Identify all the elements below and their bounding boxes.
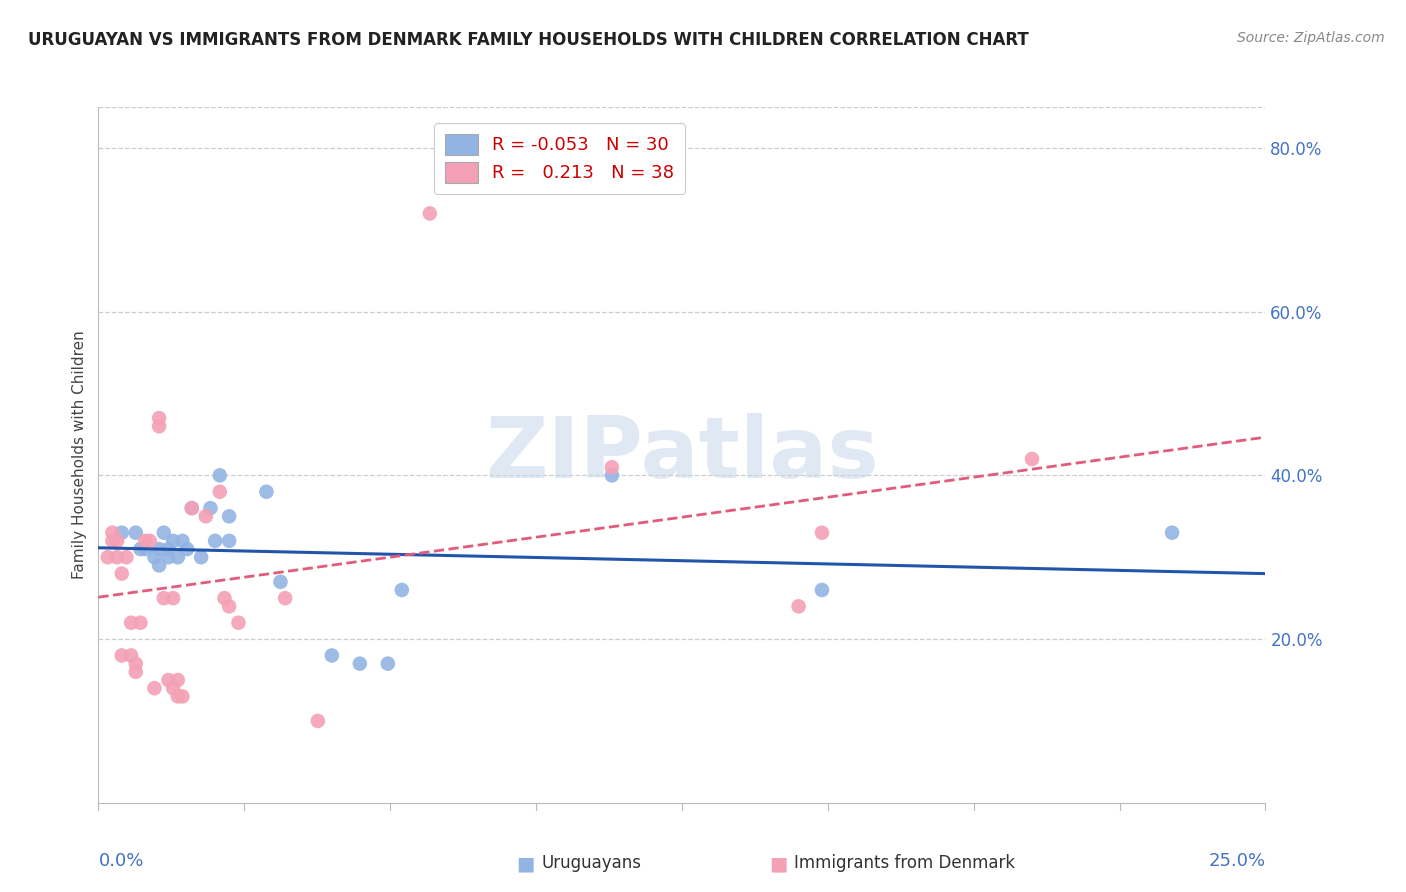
Legend: R = -0.053   N = 30, R =   0.213   N = 38: R = -0.053 N = 30, R = 0.213 N = 38 — [434, 123, 685, 194]
Point — [274, 591, 297, 606]
Point — [180, 501, 202, 516]
Point — [157, 550, 180, 565]
Point — [176, 542, 198, 557]
Point — [204, 533, 226, 548]
Point — [600, 468, 623, 483]
Point — [101, 525, 124, 540]
Point — [143, 550, 166, 565]
Point — [166, 673, 188, 687]
Point — [148, 558, 170, 573]
Point — [194, 509, 217, 524]
Point — [125, 525, 148, 540]
Text: ZIPatlas: ZIPatlas — [485, 413, 879, 497]
Text: 25.0%: 25.0% — [1208, 852, 1265, 870]
Text: Immigrants from Denmark: Immigrants from Denmark — [794, 855, 1015, 872]
Point — [1021, 452, 1043, 467]
Point — [321, 648, 343, 663]
Point — [148, 542, 170, 557]
Point — [148, 419, 170, 434]
Point — [111, 566, 134, 581]
Point — [115, 550, 138, 565]
Point — [120, 615, 142, 630]
Text: ■: ■ — [769, 854, 787, 873]
Point — [307, 714, 329, 728]
Point — [139, 533, 162, 548]
Point — [269, 574, 291, 589]
Point — [218, 509, 240, 524]
Text: URUGUAYAN VS IMMIGRANTS FROM DENMARK FAMILY HOUSEHOLDS WITH CHILDREN CORRELATION: URUGUAYAN VS IMMIGRANTS FROM DENMARK FAM… — [28, 31, 1029, 49]
Point — [120, 648, 142, 663]
Point — [152, 525, 174, 540]
Point — [97, 550, 120, 565]
Text: Uruguayans: Uruguayans — [541, 855, 641, 872]
Point — [134, 533, 156, 548]
Point — [134, 542, 156, 557]
Point — [349, 657, 371, 671]
Point — [125, 665, 148, 679]
Point — [787, 599, 810, 614]
Point — [218, 599, 240, 614]
Point — [419, 206, 441, 220]
Point — [600, 460, 623, 475]
Point — [157, 542, 180, 557]
Text: Source: ZipAtlas.com: Source: ZipAtlas.com — [1237, 31, 1385, 45]
Point — [157, 673, 180, 687]
Point — [391, 582, 413, 597]
Point — [125, 657, 148, 671]
Point — [172, 533, 194, 548]
Point — [218, 533, 240, 548]
Point — [208, 468, 231, 483]
Point — [811, 525, 834, 540]
Point — [200, 501, 222, 516]
Point — [111, 525, 134, 540]
Text: ■: ■ — [516, 854, 534, 873]
Point — [152, 591, 174, 606]
Point — [811, 582, 834, 597]
Point — [129, 542, 152, 557]
Point — [228, 615, 250, 630]
Y-axis label: Family Households with Children: Family Households with Children — [72, 331, 87, 579]
Point — [162, 591, 184, 606]
Point — [111, 648, 134, 663]
Point — [172, 690, 194, 704]
Point — [148, 411, 170, 425]
Text: 0.0%: 0.0% — [98, 852, 143, 870]
Point — [190, 550, 212, 565]
Point — [166, 690, 188, 704]
Point — [162, 533, 184, 548]
Point — [256, 484, 278, 499]
Point — [143, 681, 166, 696]
Point — [162, 681, 184, 696]
Point — [208, 484, 231, 499]
Point — [1161, 525, 1184, 540]
Point — [129, 615, 152, 630]
Point — [101, 533, 124, 548]
Point — [105, 533, 128, 548]
Point — [377, 657, 399, 671]
Point — [166, 550, 188, 565]
Point — [105, 550, 128, 565]
Point — [180, 501, 202, 516]
Point — [214, 591, 236, 606]
